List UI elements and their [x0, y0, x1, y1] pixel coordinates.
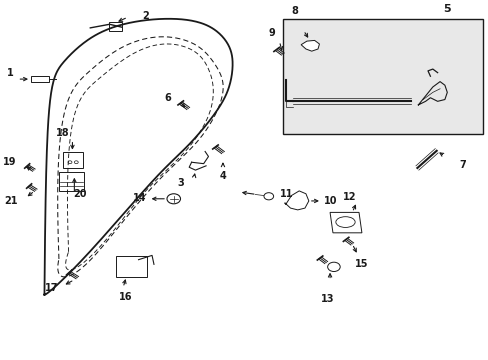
Text: 10: 10 [324, 196, 337, 206]
Text: 19: 19 [3, 157, 17, 167]
FancyBboxPatch shape [116, 256, 146, 277]
Text: 3: 3 [177, 178, 183, 188]
Polygon shape [301, 40, 319, 51]
Text: 8: 8 [290, 6, 297, 16]
Circle shape [167, 194, 180, 204]
Polygon shape [284, 191, 308, 210]
Circle shape [74, 161, 78, 164]
Circle shape [327, 262, 340, 271]
Circle shape [264, 193, 273, 200]
Text: 20: 20 [73, 189, 87, 199]
Text: 7: 7 [458, 160, 465, 170]
FancyBboxPatch shape [109, 22, 122, 31]
Text: 14: 14 [133, 193, 146, 203]
Text: 1: 1 [7, 68, 14, 78]
Text: 5: 5 [443, 4, 450, 14]
FancyBboxPatch shape [59, 172, 84, 191]
Text: 11: 11 [279, 189, 293, 199]
Text: 17: 17 [44, 283, 58, 293]
Text: 2: 2 [142, 11, 148, 21]
FancyBboxPatch shape [62, 152, 83, 168]
Polygon shape [329, 212, 361, 233]
Circle shape [68, 161, 72, 164]
Bar [283, 19, 483, 134]
Text: 15: 15 [354, 259, 368, 269]
Text: 6: 6 [164, 94, 171, 103]
Text: 12: 12 [342, 192, 355, 202]
Text: 18: 18 [56, 128, 69, 138]
Text: 13: 13 [321, 294, 334, 304]
Text: 16: 16 [119, 292, 132, 302]
Text: 4: 4 [219, 171, 226, 181]
Text: 21: 21 [4, 196, 18, 206]
Ellipse shape [335, 217, 354, 228]
Text: 9: 9 [268, 28, 275, 37]
Bar [31, 76, 49, 82]
